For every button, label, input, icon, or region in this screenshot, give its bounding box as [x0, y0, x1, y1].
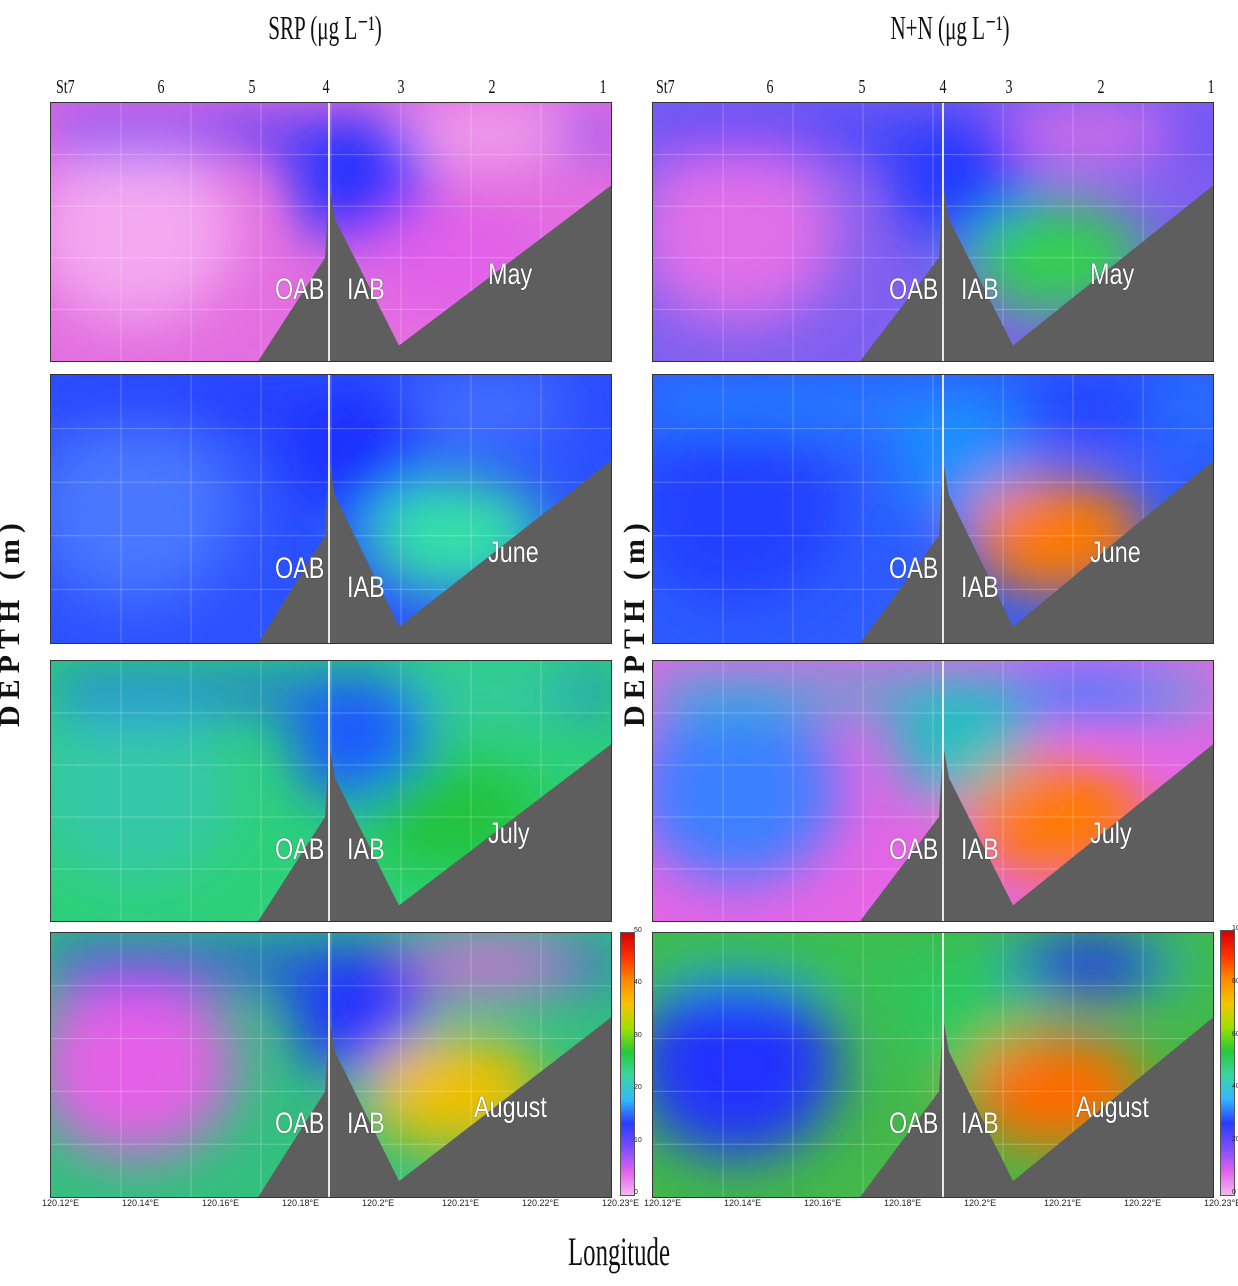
month-label: June — [1089, 535, 1141, 569]
station-label: 4 — [939, 76, 947, 98]
iab-label: IAB — [961, 570, 999, 604]
colorbar-tick-label: 80 — [1232, 977, 1238, 985]
longitude-tick-label: 120.22°E — [1124, 1198, 1162, 1208]
section-contour-svg — [653, 103, 1213, 361]
section-panel: OAB IAB August — [652, 932, 1214, 1198]
oab-label: OAB — [889, 1107, 939, 1141]
iab-label: IAB — [961, 1107, 999, 1141]
oab-label: OAB — [275, 551, 325, 585]
station-label: St7 — [56, 76, 75, 98]
colorbar-tick-label: 20 — [634, 1084, 642, 1092]
section-contour-svg — [51, 103, 611, 361]
station-label: 2 — [488, 76, 496, 98]
section-panel: OAB IAB June — [652, 374, 1214, 644]
colorbar-tick-label: 0 — [634, 1189, 638, 1196]
month-label: August — [473, 1091, 547, 1125]
srp-title: SRP (μg L⁻¹) — [268, 10, 382, 47]
colorbar-tick-label: 30 — [634, 1031, 642, 1039]
longitude-tick-label: 120.23°E — [602, 1198, 640, 1208]
section-panel: OAB IAB July — [652, 660, 1214, 922]
station-label: 3 — [1005, 76, 1013, 98]
longitude-tick-label: 120.14°E — [724, 1198, 762, 1208]
month-label: May — [1089, 257, 1135, 291]
longitude-tick-label: 120.2°E — [362, 1198, 395, 1208]
station-label: 5 — [248, 76, 256, 98]
colorbar-tick-label: 50 — [634, 927, 642, 934]
section-panel: OAB IAB August — [50, 932, 612, 1198]
station-label: St7 — [656, 76, 675, 98]
oab-label: OAB — [275, 832, 325, 866]
longitude-tick-label: 120.18°E — [282, 1198, 320, 1208]
depth-axis-label-left: DEPTH (m) — [0, 517, 26, 727]
section-contour-svg — [653, 375, 1213, 643]
month-label: June — [487, 535, 539, 569]
station-label: 3 — [397, 76, 405, 98]
station-label: 1 — [599, 76, 607, 98]
section-contour-svg — [51, 933, 611, 1197]
oab-label: OAB — [889, 273, 939, 307]
oab-label: OAB — [889, 832, 939, 866]
longitude-tick-label: 120.22°E — [522, 1198, 560, 1208]
section-contour-svg — [51, 661, 611, 921]
nn-colorbar — [1220, 930, 1235, 1196]
colorbar-tick-label: 0 — [1232, 1189, 1236, 1196]
month-label: July — [1089, 817, 1132, 850]
oab-label: OAB — [275, 273, 325, 307]
section-contour-svg — [51, 375, 611, 643]
longitude-tick-label: 120.12°E — [644, 1198, 682, 1208]
longitude-tick-label: 120.2°E — [964, 1198, 997, 1208]
longitude-tick-label: 120.16°E — [804, 1198, 842, 1208]
srp-colorbar — [620, 932, 635, 1196]
longitude-tick-label: 120.12°E — [42, 1198, 80, 1208]
longitude-tick-label: 120.16°E — [202, 1198, 240, 1208]
month-label: May — [487, 257, 533, 291]
longitude-tick-label: 120.14°E — [122, 1198, 160, 1208]
colorbar-tick-label: 40 — [1232, 1083, 1238, 1091]
colorbar-tick-label: 40 — [634, 979, 642, 987]
station-label: 6 — [157, 76, 165, 98]
iab-label: IAB — [347, 273, 385, 307]
section-contour-svg — [653, 661, 1213, 921]
section-panel: OAB IAB May — [50, 102, 612, 362]
colorbar-tick-label: 60 — [1232, 1030, 1238, 1038]
station-label: 6 — [766, 76, 774, 98]
colorbar-tick-label: 100 — [1232, 925, 1238, 932]
depth-axis-label-right: DEPTH (m) — [618, 517, 651, 727]
iab-label: IAB — [961, 832, 999, 866]
section-contour-svg — [653, 933, 1213, 1197]
colorbar-tick-label: 10 — [634, 1136, 642, 1144]
colorbar-tick-label: 20 — [1232, 1136, 1238, 1144]
nn-title: N+N (μg L⁻¹) — [890, 10, 1010, 47]
station-label: 2 — [1097, 76, 1105, 98]
iab-label: IAB — [347, 570, 385, 604]
station-label: 1 — [1207, 76, 1215, 98]
longitude-tick-label: 120.23°E — [1204, 1198, 1238, 1208]
oab-label: OAB — [889, 551, 939, 585]
section-panel: OAB IAB May — [652, 102, 1214, 362]
longitude-tick-label: 120.21°E — [1044, 1198, 1082, 1208]
iab-label: IAB — [961, 273, 999, 307]
station-label: 5 — [858, 76, 866, 98]
station-label: 4 — [322, 76, 330, 98]
month-label: August — [1075, 1091, 1149, 1125]
iab-label: IAB — [347, 832, 385, 866]
longitude-tick-label: 120.18°E — [884, 1198, 922, 1208]
longitude-tick-label: 120.21°E — [442, 1198, 480, 1208]
section-panel: OAB IAB June — [50, 374, 612, 644]
oab-label: OAB — [275, 1107, 325, 1141]
x-axis-label: Longitude — [568, 1229, 670, 1274]
iab-label: IAB — [347, 1107, 385, 1141]
section-panel: OAB IAB July — [50, 660, 612, 922]
month-label: July — [487, 817, 530, 850]
